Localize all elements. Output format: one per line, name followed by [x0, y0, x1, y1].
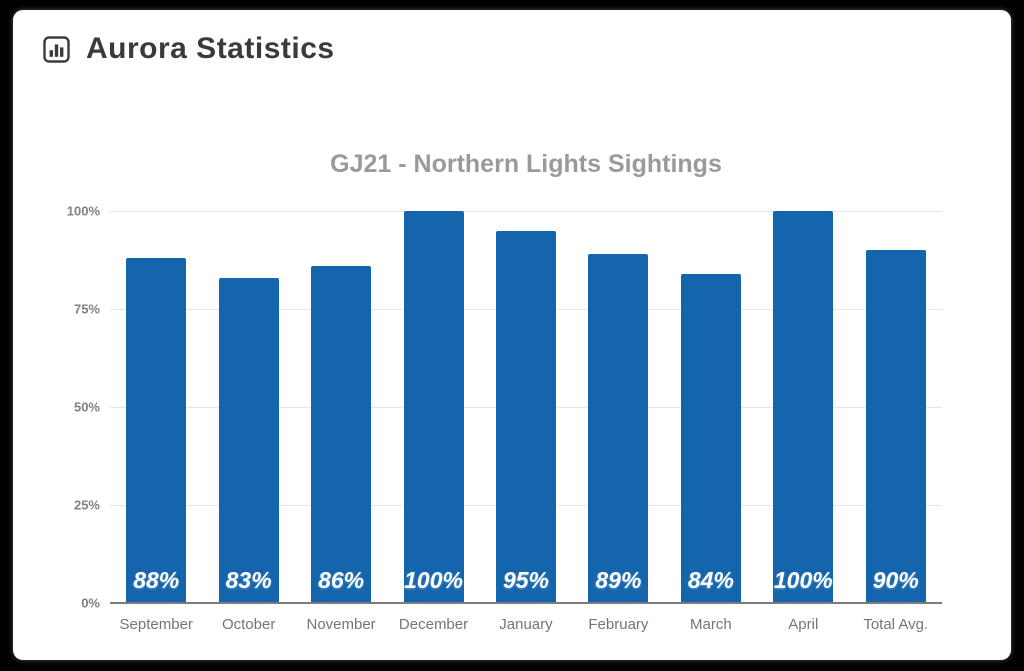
x-tick-label: February: [588, 616, 649, 633]
bar-band: 83%: [202, 211, 294, 603]
bar-value-label: 90%: [872, 567, 919, 593]
bar-band: 95%: [480, 211, 572, 603]
bar-january: 95%: [495, 230, 556, 603]
bar-band: 90%: [850, 211, 942, 603]
aurora-statistics-card: Aurora Statistics GJ21 - Northern Lights…: [13, 10, 1011, 660]
bar-band: 100%: [757, 211, 849, 603]
bar-february: 89%: [588, 254, 649, 603]
x-tick-label: December: [398, 616, 469, 633]
bar-band: 84%: [665, 211, 757, 603]
bar-april: 100%: [773, 211, 834, 603]
page-title: Aurora Statistics: [86, 32, 335, 65]
bar-value-label: 88%: [133, 567, 180, 593]
bar-september: 88%: [126, 258, 187, 603]
x-tick-label: October: [221, 616, 276, 633]
chart-title: GJ21 - Northern Lights Sightings: [330, 150, 722, 178]
bar-chart-icon: [43, 35, 70, 63]
x-tick-label: January: [499, 616, 553, 633]
gridline: [110, 211, 942, 212]
x-tick-label: Total Avg.: [863, 616, 929, 633]
card-header: Aurora Statistics: [43, 32, 335, 66]
x-tick-label: March: [690, 616, 732, 633]
bar-december: 100%: [403, 211, 464, 603]
bar-value-label: 100%: [773, 567, 833, 593]
bar-value-label: 89%: [595, 567, 642, 593]
bar-value-label: 84%: [687, 567, 734, 593]
bars-group: 88% 83% 86% 100% 95% 89% 84% 100% 90%: [110, 211, 942, 603]
bar-band: 88%: [110, 211, 202, 603]
bar-november: 86%: [311, 265, 372, 603]
bar-march: 84%: [680, 273, 741, 603]
y-tick-label: 0%: [81, 595, 100, 611]
x-axis-line: [110, 602, 942, 604]
bar-total-avg: 90%: [865, 250, 926, 603]
x-tick-label: November: [306, 616, 376, 633]
x-axis: September October November December January F…: [110, 616, 942, 633]
y-tick-label: 25%: [73, 497, 100, 513]
x-tick-label: September: [119, 616, 193, 633]
plot-area: 100% 75% 50% 25% 0% 88% 83% 86% 100% 95% 89% 84% 100…: [67, 204, 942, 611]
bar-band: 89%: [572, 211, 664, 603]
y-tick-label: 75%: [73, 301, 100, 317]
bar-band: 86%: [295, 211, 387, 603]
bar-band: 100%: [387, 211, 479, 603]
y-tick-label: 100%: [66, 203, 100, 219]
bar-value-label: 83%: [225, 567, 272, 593]
bar-value-label: 100%: [404, 567, 463, 593]
y-tick-label: 50%: [73, 399, 100, 415]
x-tick-label: April: [788, 616, 819, 633]
bar-value-label: 95%: [502, 567, 549, 593]
bar-value-label: 86%: [318, 567, 365, 593]
bar-october: 83%: [218, 277, 279, 603]
